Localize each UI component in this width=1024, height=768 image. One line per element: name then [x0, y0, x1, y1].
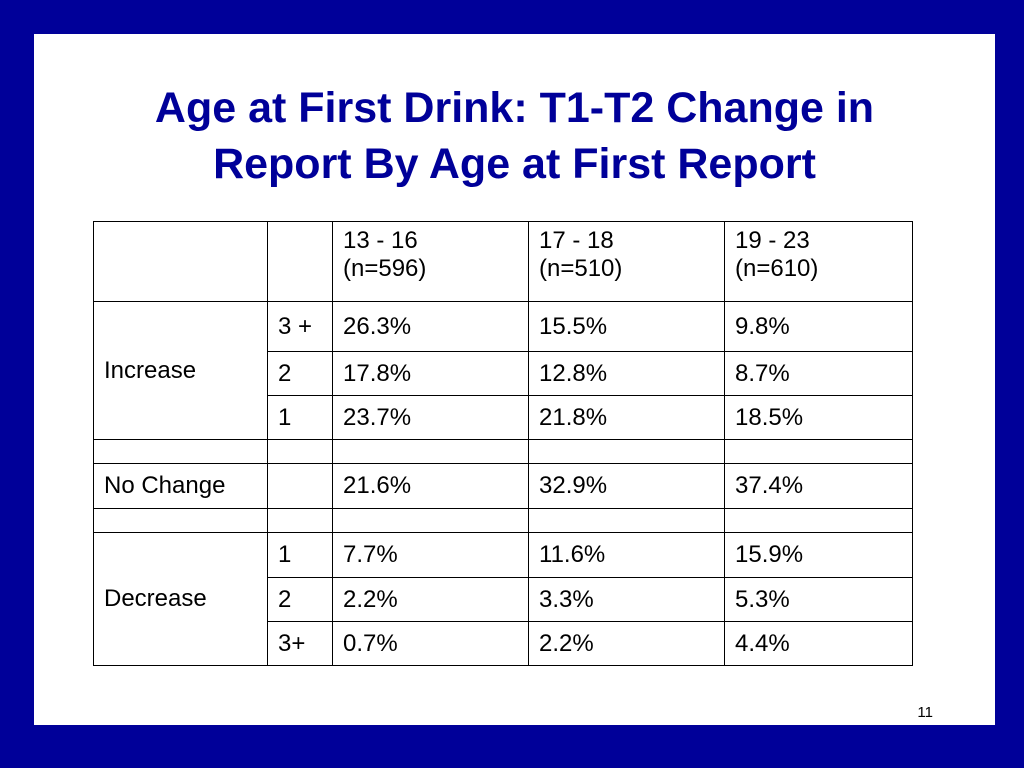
value-cell: 21.6% — [332, 463, 529, 509]
value-cell: 23.7% — [332, 395, 529, 440]
value-cell: 5.3% — [724, 577, 913, 622]
value-cell: 2.2% — [528, 621, 725, 666]
value-cell: 7.7% — [332, 532, 529, 578]
header-row: 13 - 16 (n=596) 17 - 18 (n=510) 19 - 23 (n=… — [93, 221, 913, 302]
slide-number: 11 — [917, 704, 933, 721]
value-cell: 37.4% — [724, 463, 913, 509]
value-cell: 3.3% — [528, 577, 725, 622]
value-cell: 32.9% — [528, 463, 725, 509]
value-cell: 17.8% — [332, 351, 529, 396]
value-cell: 21.8% — [528, 395, 725, 440]
table-row: 2 17.8% 12.8% 8.7% — [94, 351, 913, 396]
header-empty-cell — [267, 221, 333, 302]
data-table: 13 - 16 (n=596) 17 - 18 (n=510) 19 - 23 (n=… — [93, 221, 913, 666]
spacer-row — [93, 439, 913, 464]
table-row: 1 23.7% 21.8% 18.5% — [94, 395, 913, 440]
table-row: No Change 21.6% 32.9% 37.4% — [93, 463, 913, 509]
level-cell: 3+ — [267, 621, 333, 666]
value-cell: 15.5% — [528, 301, 725, 352]
group-label-decrease: Decrease — [93, 532, 268, 666]
title-line-1: Age at First Drink: T1-T2 Change in — [154, 84, 875, 132]
group-label-increase: Increase — [93, 301, 268, 440]
slide-title: Age at First Drink: T1-T2 Change in Repo… — [34, 80, 995, 192]
value-cell: 18.5% — [724, 395, 913, 440]
value-cell: 8.7% — [724, 351, 913, 396]
level-cell: 2 — [267, 351, 333, 396]
table-row: Decrease 1 7.7% 11.6% 15.9% — [93, 532, 913, 666]
level-cell: 3 + — [267, 301, 333, 352]
value-cell: 15.9% — [724, 532, 913, 578]
table-row: Increase 3 + 26.3% 15.5% 9.8% — [93, 301, 913, 440]
level-cell: 2 — [267, 577, 333, 622]
level-cell: 1 — [267, 395, 333, 440]
level-cell: 1 — [267, 532, 333, 578]
value-cell: 26.3% — [332, 301, 529, 352]
table-row: 3+ 0.7% 2.2% 4.4% — [94, 621, 913, 666]
slide: Age at First Drink: T1-T2 Change in Repo… — [34, 34, 995, 725]
spacer-row — [93, 508, 913, 533]
column-header: 17 - 18 (n=510) — [528, 221, 725, 302]
value-cell: 12.8% — [528, 351, 725, 396]
column-header: 19 - 23 (n=610) — [724, 221, 913, 302]
header-empty-cell — [93, 221, 268, 302]
value-cell: 9.8% — [724, 301, 913, 352]
value-cell: 2.2% — [332, 577, 529, 622]
title-line-2: Report By Age at First Report — [213, 140, 816, 188]
value-cell: 0.7% — [332, 621, 529, 666]
value-cell: 4.4% — [724, 621, 913, 666]
level-cell — [267, 463, 333, 509]
column-header: 13 - 16 (n=596) — [332, 221, 529, 302]
value-cell: 11.6% — [528, 532, 725, 578]
group-label-no-change: No Change — [93, 463, 268, 509]
